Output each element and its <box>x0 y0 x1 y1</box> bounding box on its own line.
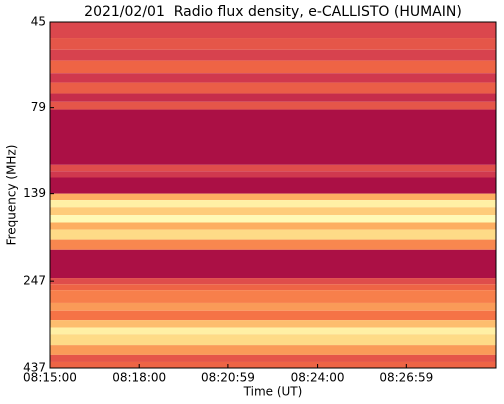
y-axis-label: Frequency (MHz) <box>5 145 19 246</box>
frequency-band <box>50 310 496 321</box>
frequency-band <box>50 49 496 61</box>
frequency-band <box>50 193 496 201</box>
y-tick-label: 437 <box>23 361 46 375</box>
frequency-band <box>50 345 496 355</box>
x-tick-label: 08:20:59 <box>201 371 255 385</box>
frequency-band <box>50 200 496 208</box>
frequency-band <box>50 60 496 74</box>
y-tick-label: 45 <box>31 15 46 29</box>
x-axis-label: Time (UT) <box>243 385 303 399</box>
frequency-band <box>50 327 496 335</box>
y-tick-label: 79 <box>31 100 46 114</box>
x-tick-label: 08:18:00 <box>112 371 166 385</box>
frequency-band <box>50 249 496 279</box>
frequency-band <box>50 207 496 216</box>
frequency-band <box>50 361 496 368</box>
frequency-band <box>50 171 496 178</box>
frequency-band <box>50 278 496 285</box>
frequency-band <box>50 93 496 102</box>
frequency-band <box>50 101 496 110</box>
frequency-band <box>50 239 496 250</box>
x-tick-label: 08:26:59 <box>379 371 433 385</box>
y-tick-label: 139 <box>23 186 46 200</box>
frequency-band <box>50 177 496 194</box>
frequency-band <box>50 73 496 83</box>
frequency-band <box>50 164 496 172</box>
frequency-band <box>50 320 496 328</box>
frequency-band <box>50 229 496 240</box>
frequency-band <box>50 215 496 223</box>
frequency-band <box>50 334 496 346</box>
plot-frame <box>49 21 497 369</box>
chart-title: 2021/02/01 Radio flux density, e-CALLIST… <box>84 4 462 20</box>
frequency-band <box>50 22 496 39</box>
frequency-band <box>50 354 496 362</box>
x-tick-label: 08:24:00 <box>291 371 345 385</box>
frequency-band <box>50 38 496 50</box>
frequency-band <box>50 109 496 165</box>
frequency-band <box>50 290 496 303</box>
y-tick-label: 247 <box>23 274 46 288</box>
x-tick-label: 08:15:00 <box>23 371 77 385</box>
frequency-band <box>50 284 496 291</box>
frequency-band <box>50 82 496 94</box>
frequency-band <box>50 222 496 230</box>
frequency-band <box>50 302 496 311</box>
